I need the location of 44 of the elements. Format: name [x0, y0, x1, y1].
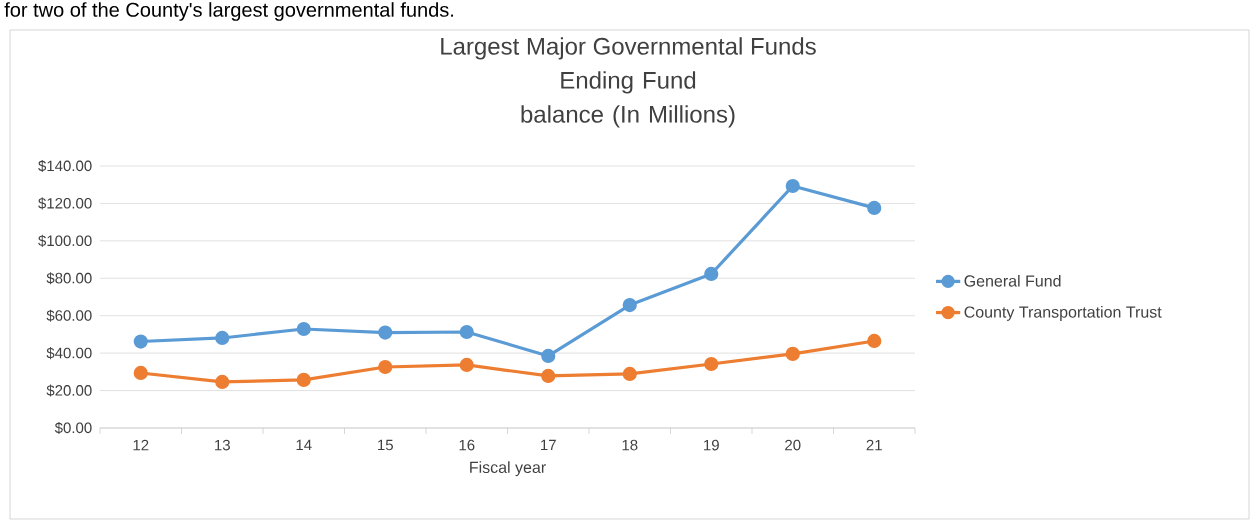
point	[541, 368, 556, 384]
point	[215, 374, 230, 390]
y-tick-label: $40.00	[46, 347, 92, 360]
legend-label: County Transportation Trust	[964, 305, 1162, 321]
point	[133, 334, 148, 349]
y-tick-label: $140.00	[38, 159, 92, 173]
point	[867, 333, 882, 349]
x-tick-label: 21	[866, 439, 882, 451]
x-tick-label: 13	[215, 439, 230, 451]
y-tick-label: $20.00	[46, 384, 92, 397]
point	[704, 356, 719, 372]
point	[378, 325, 393, 340]
y-tick-label: $60.00	[46, 309, 92, 322]
legend-label: General Fund	[964, 274, 1061, 287]
y-tick-label: $120.00	[38, 197, 92, 210]
point	[459, 324, 474, 340]
y-tick-label: $100.00	[38, 234, 92, 247]
chart-title: Largest Major Governmental Funds	[441, 37, 816, 60]
point	[704, 266, 719, 282]
point	[785, 346, 800, 361]
x-tick-label: 20	[785, 439, 801, 451]
point	[378, 359, 393, 375]
point	[622, 297, 637, 313]
point	[541, 348, 556, 364]
x-tick-label: 12	[133, 439, 149, 451]
x-axis-title: Fiscal year	[470, 461, 546, 477]
point	[296, 321, 311, 337]
point	[215, 330, 230, 346]
text: for two of the County's largest governmental funds.	[4, 2, 454, 21]
x-tick-label: 18	[622, 439, 638, 451]
point	[133, 365, 148, 381]
x-tick-label: 14	[296, 439, 312, 451]
point	[622, 366, 637, 381]
x-tick-label: 15	[378, 439, 393, 451]
point	[867, 200, 882, 216]
chart-subtitle: Ending Fund balance (In Millions)	[521, 71, 735, 128]
point	[459, 357, 474, 373]
point	[296, 372, 311, 387]
x-tick-label: 19	[704, 439, 719, 451]
y-tick-label: $0.00	[54, 421, 92, 435]
y-tick-label: $80.00	[46, 272, 92, 285]
x-tick-label: 17	[541, 439, 556, 451]
point	[785, 178, 800, 194]
x-tick-label: 16	[459, 439, 475, 451]
